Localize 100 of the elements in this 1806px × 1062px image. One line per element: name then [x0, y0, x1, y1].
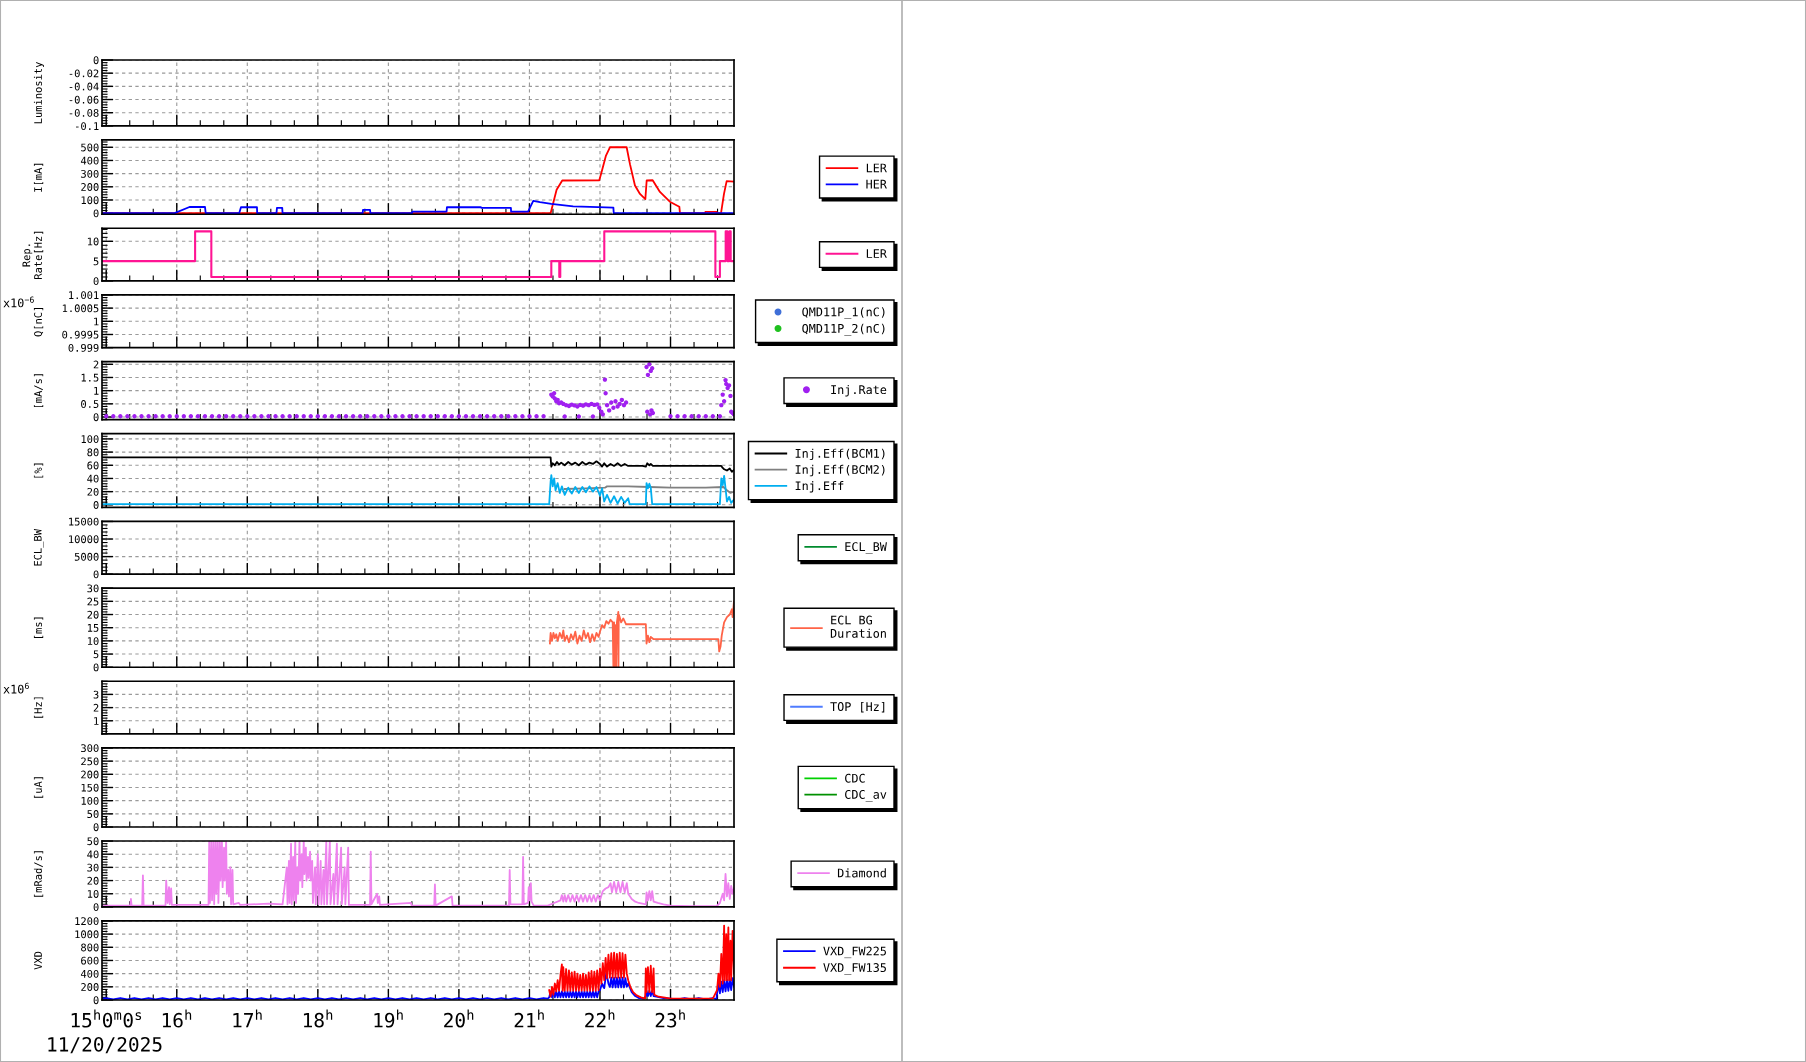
y-tick-label: 50 [87, 837, 99, 846]
y-tick-label: 40 [87, 850, 99, 859]
y-tick-label: 10 [87, 637, 99, 646]
y-tick-label: 30 [87, 584, 99, 593]
y-tick-label: 5 [93, 650, 99, 659]
y-tick-label: -0.06 [69, 95, 99, 104]
y-tick-label: 2 [93, 703, 99, 712]
y-axis-title: Q[nC] [33, 307, 44, 337]
y-tick-label: 200 [81, 183, 99, 191]
y-tick-label: 1.5 [81, 373, 99, 382]
y-tick-label: 25 [87, 597, 99, 606]
y-tick-label: 10 [87, 890, 99, 898]
y-axis-title: [mRad/s] [33, 851, 44, 897]
x-tick-label: 17$^{h}$ [233, 1009, 262, 1028]
text: x10$^{6}$ [3, 682, 29, 694]
y-tick-label: 400 [80, 969, 99, 978]
x-tick-label: 21$^{h}$ [514, 1009, 544, 1028]
y-tick-label: 15000 [69, 517, 99, 526]
y-tick-label: 10000 [69, 535, 99, 544]
y-tick-label: 0.5 [81, 400, 99, 408]
legend-label: TOP [Hz] [830, 701, 885, 713]
y-tick-label: 1 [94, 717, 99, 725]
y-tick-label: 0 [93, 903, 99, 912]
y-tick-label: 200 [81, 983, 99, 991]
y-axis-title: [ms] [33, 617, 44, 638]
y-tick-label: -0.02 [69, 69, 99, 78]
legend-label: Inj.Eff(BCM1) [795, 448, 885, 461]
y-tick-label: 300 [81, 744, 99, 753]
y-axis-title: VXD [34, 951, 42, 970]
y-tick-label: 3 [93, 690, 99, 699]
y-tick-label: 2 [93, 360, 99, 369]
line-series [563, 485, 734, 494]
legend-label: ECL BG Duration [830, 615, 886, 638]
y-tick-label: -0.1 [75, 122, 99, 131]
text: x10$^{−6}$ [3, 296, 34, 308]
y-axis-title: Rep. Rate[Hz] [22, 231, 44, 279]
y-tick-label: 300 [81, 169, 99, 178]
y-tick-label: 0.9995 [62, 330, 99, 339]
legend-label: Diamond [837, 868, 886, 878]
y-tick-label: 1 [94, 387, 99, 395]
y-tick-label: 100 [81, 196, 99, 205]
legend-label: CDC [845, 773, 865, 783]
y-tick-label: 250 [81, 757, 99, 766]
legend-label: VXD_FW225 [823, 946, 886, 959]
y-tick-label: 20 [87, 610, 99, 619]
y-tick-label: 60 [87, 461, 99, 470]
y-tick-label: 0 [93, 570, 99, 579]
y-tick-label: -0.04 [69, 82, 99, 91]
y-tick-label: 200 [81, 770, 99, 779]
y-tick-label: 100 [81, 796, 99, 805]
legend-label: Inj.Eff [795, 481, 844, 493]
y-tick-label: 0 [93, 996, 99, 1005]
y-axis-title: [%] [33, 463, 44, 478]
y-tick-label: 80 [87, 448, 99, 457]
y-tick-label: 0 [93, 823, 99, 832]
y-tick-label: -0.08 [69, 108, 99, 117]
y-axis-title: [uA] [33, 777, 44, 798]
y-tick-label: 800 [81, 943, 99, 952]
legend-label: ECL_BW [845, 542, 887, 554]
legend-label: CDC_av [845, 789, 887, 802]
y-tick-label: 50 [87, 810, 99, 818]
legend-label: VXD_FW135 [823, 963, 886, 975]
line-series [548, 924, 734, 1000]
y-tick-label: 20 [87, 876, 99, 885]
y-tick-label: 5 [93, 257, 99, 266]
y-tick-label: 5000 [74, 552, 99, 561]
y-tick-label: 1.0005 [62, 304, 99, 313]
legend-label: LER [866, 163, 887, 173]
y-tick-label: 500 [81, 143, 99, 152]
y-tick-label: 1 [94, 317, 99, 326]
y-tick-label: 100 [81, 435, 99, 444]
y-tick-label: 40 [87, 474, 99, 483]
x-tick-label: 19$^{h}$ [374, 1009, 403, 1028]
legend-label: LER [866, 249, 887, 258]
x-tick-label: 22$^{h}$ [585, 1009, 615, 1028]
x-tick-label: 23$^{h}$ [655, 1009, 685, 1028]
y-tick-label: 0 [93, 501, 99, 509]
y-tick-label: 10 [87, 237, 99, 246]
y-tick-label: 600 [81, 956, 99, 965]
y-axis-title: I[mA] [33, 163, 44, 192]
y-tick-label: 1000 [75, 930, 99, 939]
legend-label: QMD11P_1(nC) [802, 307, 885, 319]
legend-label: QMD11P_2(nC) [802, 323, 885, 336]
line-series [102, 841, 734, 907]
x-tick-label: 15$^{h}$0$^{m}$0$^{s}$ [71, 1009, 142, 1028]
legend-label: Inj.Eff(BCM2) [795, 464, 885, 477]
x-tick-label: 16$^{h}$ [162, 1009, 192, 1028]
y-tick-label: 400 [80, 156, 99, 165]
y-tick-label: 0 [93, 209, 99, 218]
y-tick-label: 30 [87, 863, 99, 872]
legend-label: Inj.Rate [831, 384, 887, 397]
y-axis-title: Luminosity [33, 62, 44, 124]
y-tick-label: 1.001 [69, 291, 99, 300]
y-tick-label: 15 [87, 624, 99, 632]
text: 11/20/2025 [48, 1036, 162, 1054]
y-tick-label: 0 [93, 277, 99, 286]
legend-label: HER [866, 179, 887, 189]
y-axis-title: [mA/s] [33, 374, 44, 408]
y-tick-label: 150 [81, 783, 99, 792]
y-axis-title: [Hz] [33, 697, 44, 718]
